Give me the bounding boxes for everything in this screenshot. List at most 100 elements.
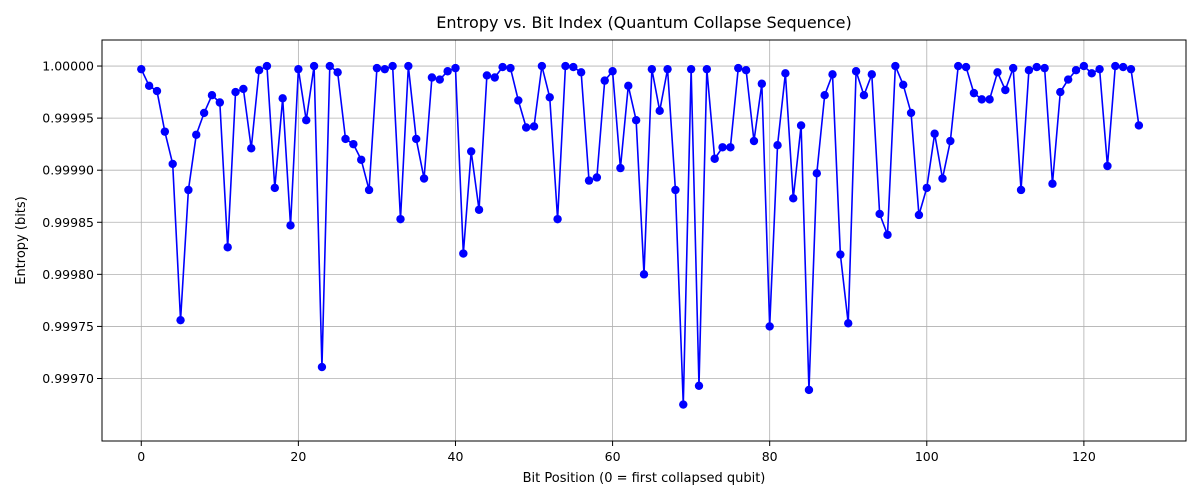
data-point bbox=[192, 130, 201, 139]
data-point bbox=[325, 61, 334, 71]
x-tick-label: 20 bbox=[290, 449, 306, 464]
data-point bbox=[836, 250, 845, 259]
data-point bbox=[490, 73, 499, 82]
x-tick-label: 60 bbox=[605, 449, 621, 464]
data-point bbox=[741, 66, 751, 75]
x-tick-label: 80 bbox=[762, 449, 778, 464]
data-point bbox=[883, 230, 892, 239]
data-point bbox=[1048, 179, 1057, 188]
data-point bbox=[514, 96, 523, 105]
data-point bbox=[1032, 62, 1041, 72]
data-point bbox=[718, 143, 727, 152]
data-point bbox=[545, 93, 554, 102]
data-point bbox=[451, 63, 460, 73]
data-point bbox=[875, 209, 884, 219]
data-point bbox=[1063, 75, 1073, 84]
data-point bbox=[977, 95, 986, 104]
data-point bbox=[144, 81, 154, 91]
data-point bbox=[600, 76, 609, 85]
data-point bbox=[726, 143, 735, 152]
data-point bbox=[309, 61, 319, 71]
data-point bbox=[404, 61, 413, 71]
data-point bbox=[443, 67, 452, 76]
data-point bbox=[1087, 69, 1096, 78]
data-point bbox=[152, 86, 162, 96]
data-point bbox=[804, 385, 814, 395]
data-point bbox=[655, 106, 664, 116]
data-point bbox=[1001, 85, 1010, 95]
data-point bbox=[569, 62, 578, 72]
data-point bbox=[844, 319, 853, 328]
data-point bbox=[427, 73, 437, 82]
data-point bbox=[993, 68, 1002, 77]
data-point bbox=[828, 70, 837, 79]
data-point bbox=[168, 159, 177, 169]
data-point bbox=[223, 243, 232, 252]
data-point bbox=[631, 116, 641, 125]
data-point bbox=[954, 61, 963, 71]
data-point bbox=[1079, 61, 1089, 71]
series-line bbox=[140, 65, 1140, 406]
data-point bbox=[333, 68, 342, 77]
data-point bbox=[757, 79, 767, 88]
data-point bbox=[796, 121, 806, 130]
data-point bbox=[663, 64, 672, 74]
data-point bbox=[969, 88, 979, 98]
data-point bbox=[537, 61, 547, 71]
series bbox=[137, 61, 1144, 409]
data-point bbox=[616, 163, 625, 173]
data-point bbox=[357, 155, 366, 164]
data-point bbox=[176, 315, 185, 325]
data-point bbox=[1024, 66, 1034, 75]
y-tick-label: 0.99990 bbox=[42, 163, 94, 178]
data-point bbox=[199, 108, 209, 118]
data-point bbox=[679, 400, 688, 409]
data-point bbox=[812, 169, 822, 178]
data-point bbox=[899, 80, 908, 89]
data-point bbox=[592, 173, 602, 182]
data-point bbox=[938, 174, 947, 183]
data-point bbox=[930, 129, 939, 138]
data-point bbox=[851, 67, 861, 76]
data-point bbox=[765, 322, 774, 331]
y-axis-label: Entropy (bits) bbox=[14, 196, 29, 285]
data-point bbox=[647, 64, 657, 74]
x-tick-label: 120 bbox=[1072, 449, 1096, 464]
data-point bbox=[859, 91, 869, 100]
data-point bbox=[349, 139, 358, 149]
data-point bbox=[529, 122, 539, 131]
data-point bbox=[1071, 66, 1081, 75]
data-point bbox=[734, 63, 743, 73]
data-point bbox=[702, 64, 712, 74]
x-axis-label: Bit Position (0 = first collapsed qubit) bbox=[523, 471, 766, 486]
data-point bbox=[506, 63, 515, 73]
data-point bbox=[1040, 63, 1049, 73]
data-point bbox=[215, 98, 225, 107]
data-point bbox=[914, 210, 924, 220]
grid bbox=[102, 40, 1186, 441]
data-point bbox=[412, 134, 421, 144]
data-point bbox=[1095, 64, 1104, 74]
data-point bbox=[380, 64, 389, 74]
data-point bbox=[239, 84, 248, 94]
data-point bbox=[419, 174, 429, 183]
data-point bbox=[694, 381, 704, 390]
data-point bbox=[961, 62, 971, 72]
data-point bbox=[184, 185, 193, 195]
x-tick-label: 40 bbox=[448, 449, 464, 464]
data-point bbox=[262, 61, 272, 71]
data-point bbox=[710, 154, 719, 163]
data-point bbox=[474, 205, 484, 214]
data-point bbox=[749, 136, 759, 146]
data-point bbox=[459, 249, 468, 258]
data-point bbox=[1126, 64, 1136, 74]
data-point bbox=[231, 87, 240, 97]
data-point bbox=[1008, 63, 1018, 73]
data-point bbox=[302, 116, 311, 125]
data-point bbox=[396, 214, 405, 224]
data-point bbox=[364, 185, 374, 195]
y-axis-ticks: 0.99970 0.99975 0.99980 0.99985 0.99990 0.999… bbox=[42, 59, 102, 386]
x-axis-ticks: 0 20 40 60 80 100 120 bbox=[137, 441, 1096, 464]
